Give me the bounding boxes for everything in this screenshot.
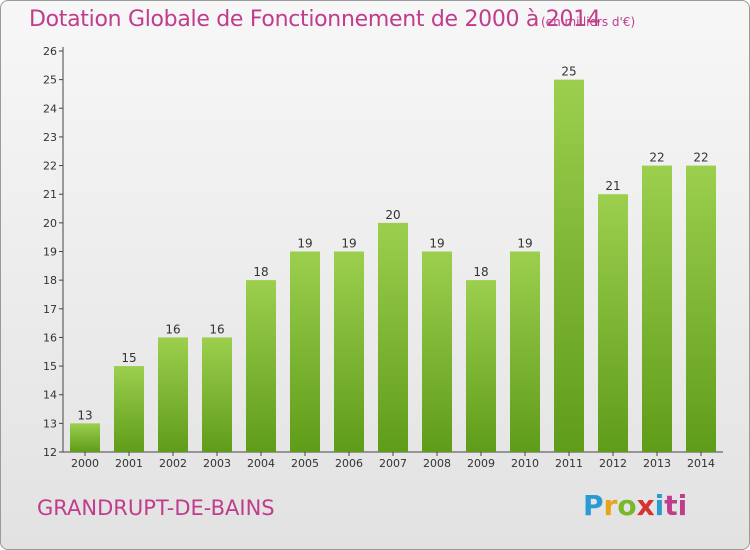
bar	[334, 251, 364, 452]
logo-letter: x	[636, 489, 655, 522]
value-label: 19	[517, 237, 532, 251]
y-tick-label: 20	[43, 217, 57, 230]
y-tick-label: 16	[43, 331, 57, 344]
proxiti-logo: Proxiti	[583, 489, 687, 522]
commune-name: GRANDRUPT-DE-BAINS	[37, 496, 275, 520]
bar	[642, 165, 672, 453]
x-tick-label: 2014	[687, 457, 715, 470]
chart-title: Dotation Globale de Fonctionnement de 20…	[29, 7, 601, 32]
y-tick-label: 17	[43, 303, 57, 316]
bar	[378, 222, 408, 452]
x-tick-label: 2000	[71, 457, 99, 470]
bar	[202, 337, 232, 452]
bar	[554, 79, 584, 453]
y-tick-label: 25	[43, 74, 57, 87]
x-tick-label: 2006	[335, 457, 363, 470]
y-tick-label: 14	[43, 389, 57, 402]
x-tick-label: 2009	[467, 457, 495, 470]
y-tick-label: 15	[43, 360, 57, 373]
value-label: 18	[253, 265, 268, 279]
x-tick-label: 2005	[291, 457, 319, 470]
y-tick-label: 12	[43, 446, 57, 459]
value-label: 22	[649, 151, 664, 165]
x-tick-label: 2001	[115, 457, 143, 470]
y-tick-label: 24	[43, 102, 57, 115]
bar	[114, 366, 144, 452]
value-label: 25	[561, 65, 576, 79]
chart-subtitle: (en milliers d'€)	[541, 15, 636, 29]
y-tick-label: 21	[43, 188, 57, 201]
x-tick-label: 2007	[379, 457, 407, 470]
y-tick-label: 13	[43, 417, 57, 430]
value-label: 19	[297, 237, 312, 251]
y-tick-label: 22	[43, 160, 57, 173]
x-tick-label: 2002	[159, 457, 187, 470]
logo-letter: o	[617, 489, 637, 522]
value-label: 22	[693, 151, 708, 165]
bar	[290, 251, 320, 452]
bar	[686, 165, 716, 453]
bar	[158, 337, 188, 452]
value-label: 16	[165, 322, 180, 336]
value-label: 13	[77, 408, 92, 422]
value-label: 21	[605, 179, 620, 193]
y-tick-label: 18	[43, 274, 57, 287]
value-label: 19	[341, 237, 356, 251]
x-tick-label: 2012	[599, 457, 627, 470]
bar	[422, 251, 452, 452]
bar	[70, 423, 100, 452]
x-tick-label: 2003	[203, 457, 231, 470]
y-tick-label: 26	[43, 45, 57, 58]
x-tick-label: 2010	[511, 457, 539, 470]
value-label: 18	[473, 265, 488, 279]
x-tick-label: 2004	[247, 457, 275, 470]
value-label: 19	[429, 237, 444, 251]
x-tick-label: 2011	[555, 457, 583, 470]
value-label: 20	[385, 208, 400, 222]
x-tick-label: 2013	[643, 457, 671, 470]
logo-letter: i	[654, 489, 665, 522]
bar	[510, 251, 540, 452]
y-tick-label: 23	[43, 131, 57, 144]
bar	[598, 194, 628, 452]
y-tick-label: 19	[43, 246, 57, 259]
value-label: 16	[209, 322, 224, 336]
value-label: 15	[121, 351, 136, 365]
logo-letter: r	[603, 489, 618, 522]
logo-letter: P	[583, 489, 604, 522]
x-tick-label: 2008	[423, 457, 451, 470]
bar	[466, 280, 496, 452]
logo-letter: ti	[664, 489, 688, 522]
bar	[246, 280, 276, 452]
